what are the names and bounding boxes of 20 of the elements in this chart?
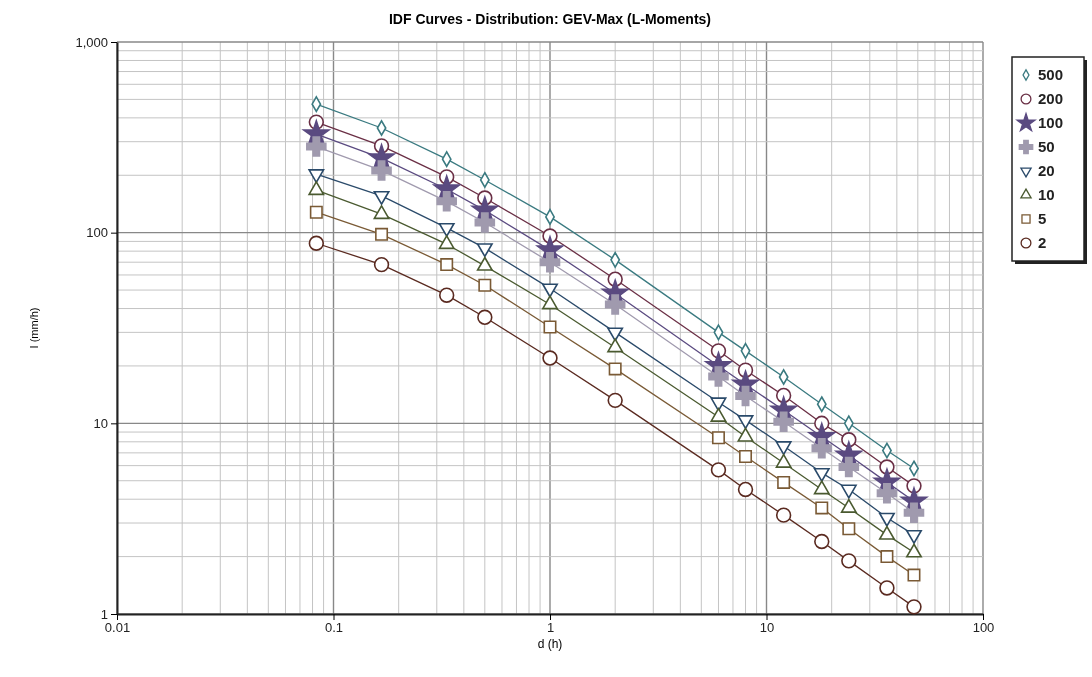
y-axis-title: I (mm/h): [28, 307, 40, 349]
y-tick-label: 1: [100, 606, 108, 622]
x-tick-label: 0.01: [104, 620, 131, 636]
x-tick-label: 100: [972, 620, 995, 636]
y-tick-label: 10: [93, 415, 108, 431]
y-tick-label: 100: [86, 225, 108, 241]
legend-label: 2: [1038, 234, 1047, 251]
x-tick-label: 0.1: [324, 620, 344, 636]
y-tick-label: 1,000: [75, 34, 108, 50]
legend-label: 10: [1038, 186, 1055, 203]
legend-label: 200: [1038, 90, 1064, 107]
x-tick-label: 10: [759, 620, 775, 636]
legend-label: 100: [1038, 114, 1064, 131]
legend-label: 20: [1038, 162, 1055, 179]
legend-label: 50: [1038, 138, 1055, 155]
x-tick-label: 1: [546, 620, 555, 636]
legend-label: 5: [1038, 210, 1047, 227]
x-axis-title: d (h): [537, 637, 563, 651]
legend-label: 500: [1038, 66, 1064, 83]
chart-title: IDF Curves - Distribution: GEV-Max (L-Moments): [388, 11, 712, 27]
